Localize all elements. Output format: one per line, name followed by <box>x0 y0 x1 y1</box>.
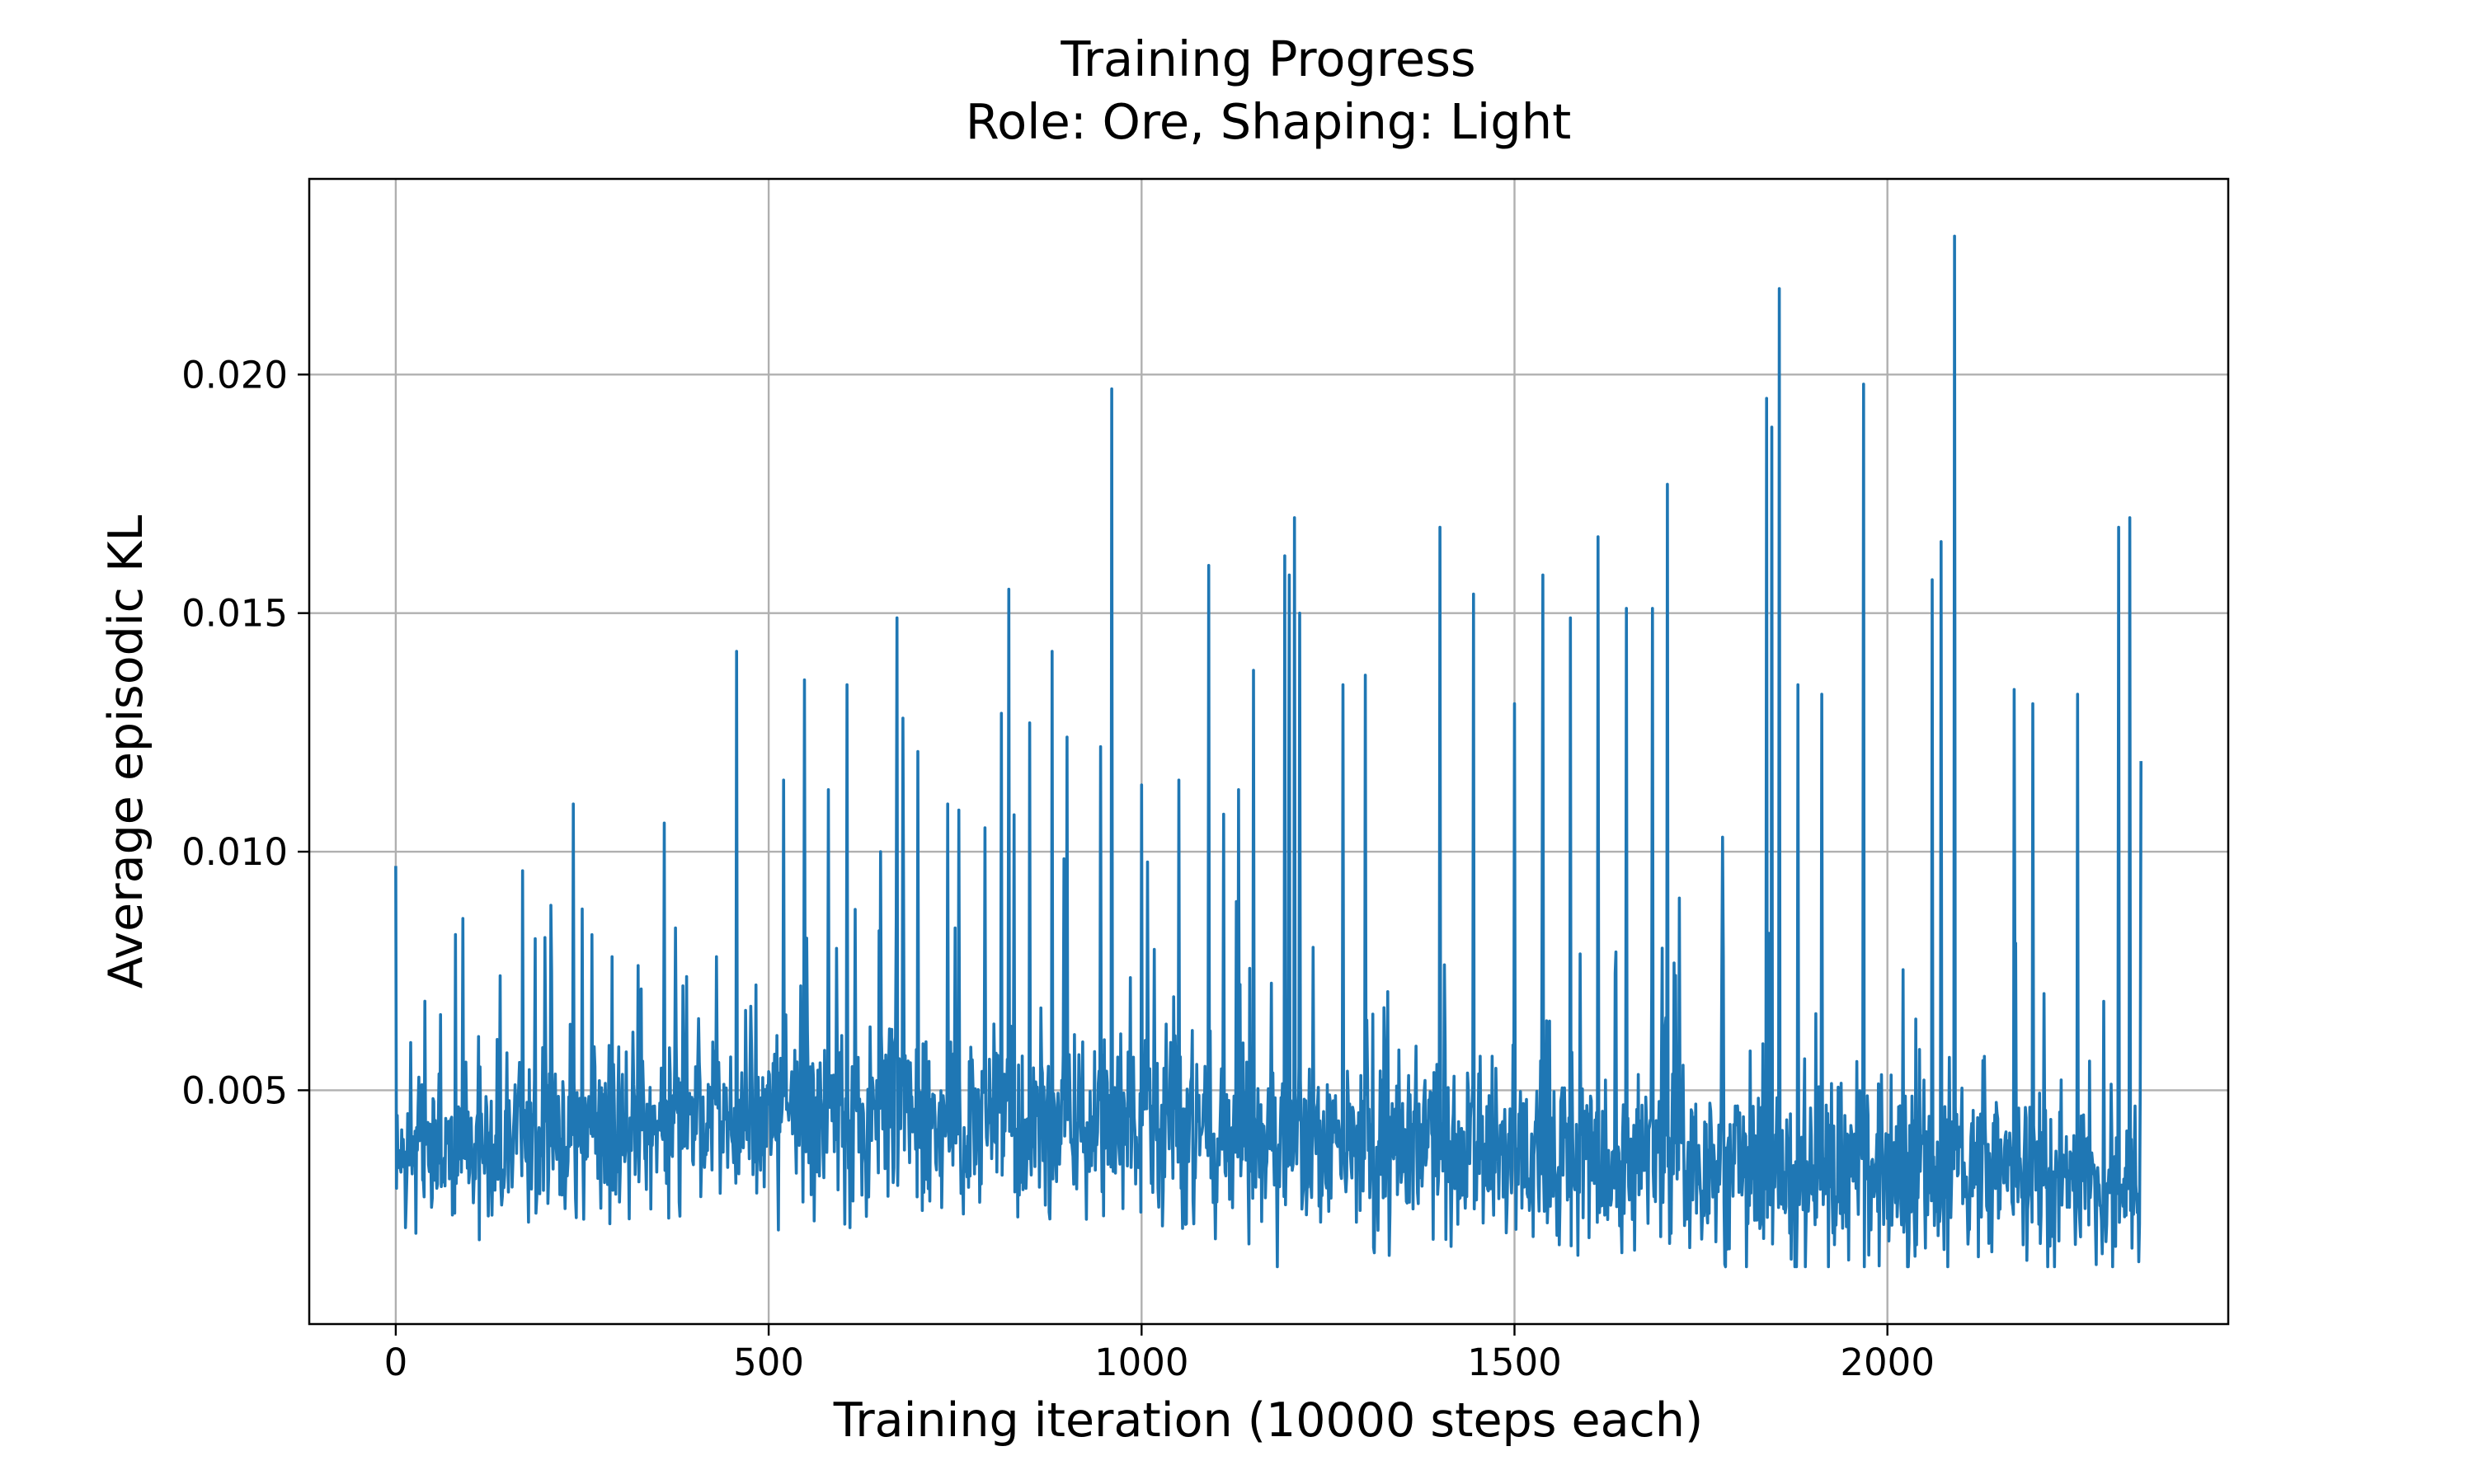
y-axis-label: Average episodic KL <box>99 515 153 989</box>
chart-title: Training Progress <box>1060 31 1475 87</box>
x-axis-label: Training iteration (10000 steps each) <box>833 1393 1703 1448</box>
series-layer <box>394 234 2142 1269</box>
x-tick-label: 1000 <box>1094 1341 1189 1384</box>
y-tick-label: 0.005 <box>181 1068 288 1112</box>
tick-layer: 0 500 1000 1500 2000 0.005 0.010 0.015 0.020 <box>181 353 1935 1384</box>
chart-subtitle: Role: Ore, Shaping: Light <box>966 93 1572 150</box>
plot-frame <box>308 177 2230 1326</box>
x-tick-label: 500 <box>733 1341 804 1384</box>
kl-series-line <box>394 234 2142 1269</box>
y-tick-label: 0.020 <box>181 353 288 397</box>
y-tick-label: 0.010 <box>181 830 288 874</box>
x-tick-label: 0 <box>384 1341 408 1384</box>
x-tick-label: 1500 <box>1467 1341 1562 1384</box>
x-tick-label: 2000 <box>1840 1341 1935 1384</box>
y-tick-label: 0.015 <box>181 592 288 636</box>
